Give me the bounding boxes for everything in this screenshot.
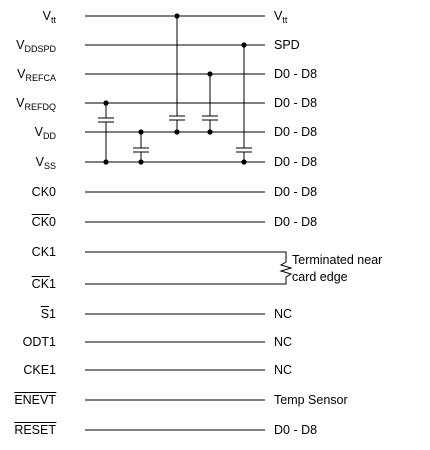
signal-wires [85, 15, 265, 431]
right-label-base: NC [274, 363, 292, 377]
left-label-suffix: 1 [49, 307, 56, 321]
junction-dot [103, 159, 109, 165]
right-destination-labels: Vtt SPD D0 - D8 D0 - D8 D0 - D8 D0 - D8 D0 - D… [274, 9, 348, 437]
left-label-s1-n: S1 [41, 307, 56, 321]
clock-termination: Terminated near card edge [265, 251, 382, 285]
right-label-temp-sensor: Temp Sensor [274, 393, 348, 407]
termination-note-line1: Terminated near [292, 253, 382, 267]
right-label-base: D0 - D8 [274, 185, 317, 199]
left-label-base: CK0 [32, 185, 56, 199]
junction-dot [241, 159, 247, 165]
left-label-base: ENEVT [14, 393, 56, 407]
right-label-base: D0 - D8 [274, 67, 317, 81]
right-label-nc: NC [274, 335, 292, 349]
capacitor-5 [236, 42, 252, 165]
right-label-d0-d8: D0 - D8 [274, 125, 317, 139]
left-label-base: S [41, 307, 49, 321]
left-label-vrefca: VREFCA [17, 67, 56, 83]
right-label-base: D0 - D8 [274, 215, 317, 229]
right-label-d0-d8: D0 - D8 [274, 67, 317, 81]
left-label-ck0: CK0 [32, 185, 56, 199]
left-label-ck1: CK1 [32, 245, 56, 259]
left-label-vdd: VDD [35, 125, 57, 141]
left-label-base: CK1 [32, 245, 56, 259]
right-label-base: Temp Sensor [274, 393, 348, 407]
right-label-nc: NC [274, 363, 292, 377]
junction-dot [138, 159, 144, 165]
left-label-base: V [43, 9, 52, 23]
right-label-d0-d8: D0 - D8 [274, 185, 317, 199]
left-label-ck1-n: CK1 [32, 277, 56, 291]
left-label-enevt-n: ENEVT [14, 393, 56, 407]
left-label-suffix: 0 [49, 215, 56, 229]
capacitor-2 [133, 129, 149, 165]
left-label-suffix: 1 [49, 277, 56, 291]
right-label-base: SPD [274, 38, 300, 52]
left-label-cke1: CKE1 [23, 363, 56, 377]
right-label-d0-d8: D0 - D8 [274, 96, 317, 110]
left-label-subscript: REFCA [25, 73, 56, 83]
junction-dot [207, 129, 213, 135]
right-label-d0-d8: D0 - D8 [274, 423, 317, 437]
left-label-base: V [16, 38, 25, 52]
right-label-d0-d8: D0 - D8 [274, 215, 317, 229]
left-label-odt1: ODT1 [23, 335, 56, 349]
left-label-vrefdq: VREFDQ [16, 96, 56, 112]
left-signal-labels: VttVDDSPDVREFCAVREFDQVDDVSSCK0CK0CK1CK1S… [14, 9, 56, 437]
junction-dot [207, 71, 213, 77]
junction-dot [103, 100, 109, 106]
termination-note-line2: card edge [292, 270, 348, 284]
left-label-ck0-n: CK0 [32, 215, 56, 229]
right-label-base: D0 - D8 [274, 96, 317, 110]
capacitor-4 [202, 71, 218, 135]
right-label-base: D0 - D8 [274, 125, 317, 139]
left-label-base: V [36, 155, 45, 169]
left-label-base: CKE1 [23, 363, 56, 377]
capacitor-3 [169, 13, 185, 135]
right-label-spd: SPD [274, 38, 300, 52]
left-label-subscript: DD [43, 131, 56, 141]
left-label-reset-n: RESET [14, 423, 56, 437]
left-label-base: V [17, 67, 26, 81]
right-label-base: V [274, 9, 283, 23]
left-label-base: V [35, 125, 44, 139]
left-label-subscript: tt [51, 15, 57, 25]
capacitor-1 [98, 100, 114, 165]
right-label-d0-d8: D0 - D8 [274, 155, 317, 169]
left-label-base: RESET [14, 423, 56, 437]
right-label-base: D0 - D8 [274, 155, 317, 169]
termination-bracket [265, 251, 293, 285]
left-label-vtt: Vtt [43, 9, 57, 25]
right-label-vtt: Vtt [274, 9, 288, 25]
left-label-base: CK [32, 277, 50, 291]
right-label-base: D0 - D8 [274, 423, 317, 437]
left-label-base: V [16, 96, 25, 110]
right-label-subscript: tt [282, 15, 288, 25]
left-label-base: CK [32, 215, 50, 229]
right-label-nc: NC [274, 307, 292, 321]
left-label-vddspd: VDDSPD [16, 38, 56, 54]
right-label-base: NC [274, 335, 292, 349]
junction-dot [241, 42, 247, 48]
left-label-vss: VSS [36, 155, 56, 171]
junction-dot [174, 129, 180, 135]
left-label-base: ODT1 [23, 335, 56, 349]
decoupling-capacitors [98, 13, 252, 165]
left-label-subscript: SS [44, 161, 56, 171]
left-label-subscript: REFDQ [25, 102, 57, 112]
junction-dot [174, 13, 180, 19]
left-label-subscript: DDSPD [24, 44, 56, 54]
right-label-base: NC [274, 307, 292, 321]
junction-dot [138, 129, 144, 135]
